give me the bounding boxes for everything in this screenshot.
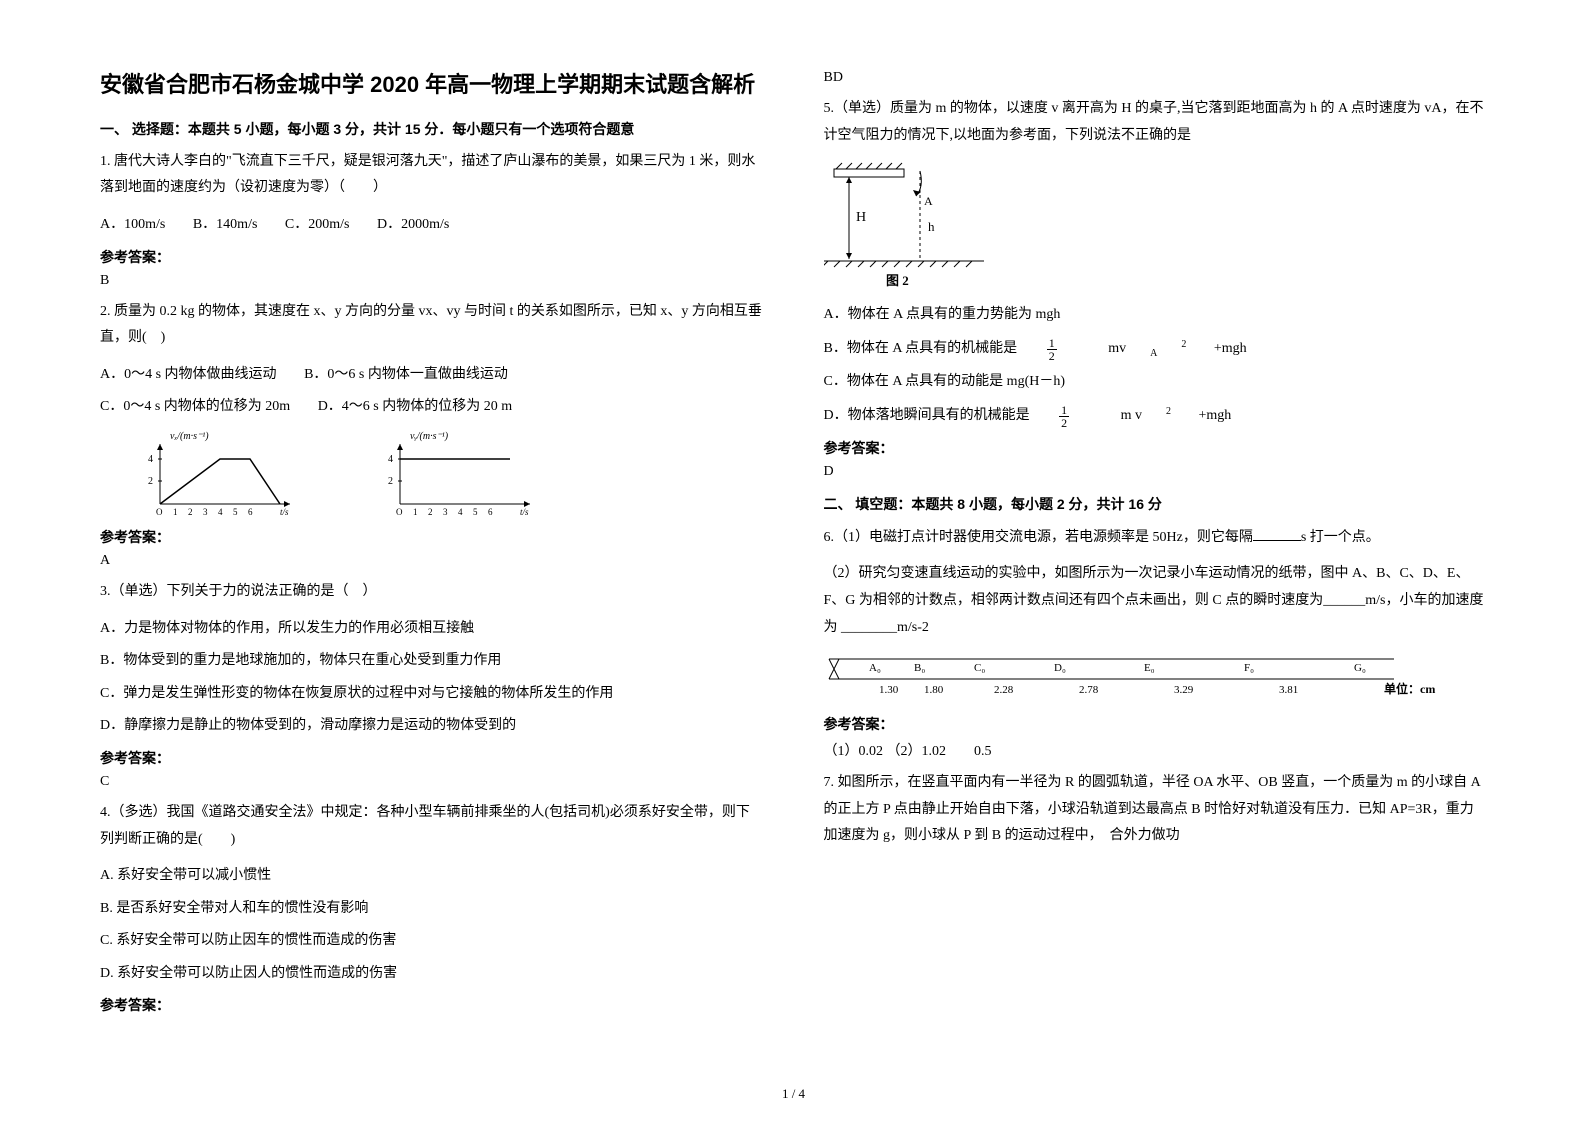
q4-answer-label: 参考答案： (100, 995, 764, 1015)
q5-answer: D (824, 464, 1488, 480)
doc-title: 安徽省合肥市石杨金城中学 2020 年高一物理上学期期末试题含解析 (100, 70, 764, 101)
svg-text:O: O (396, 507, 403, 517)
q5-opt-a: A．物体在 A 点具有的重力势能为 mgh (824, 302, 1488, 329)
svg-text:G₀: G₀ (1354, 662, 1366, 674)
svg-text:h: h (928, 219, 935, 234)
svg-text:2: 2 (148, 476, 153, 487)
q3-answer-label: 参考答案： (100, 748, 764, 768)
svg-text:D₀: D₀ (1054, 662, 1066, 674)
q7-stem: 7. 如图所示，在竖直平面内有一半径为 R 的圆弧轨道，半径 OA 水平、OB … (824, 770, 1488, 850)
svg-text:t/s: t/s (280, 507, 289, 517)
svg-text:vᵧ/(m·s⁻¹): vᵧ/(m·s⁻¹) (410, 431, 449, 442)
q1-stem: 1. 唐代大诗人李白的"飞流直下三千尺，疑是银河落九天"，描述了庐山瀑布的美景，… (100, 149, 764, 202)
svg-text:1: 1 (173, 507, 178, 517)
q4-opt-a: A. 系好安全带可以减小惯性 (100, 863, 764, 890)
q6-part1: 6.（1）电磁打点计时器使用交流电源，若电源频率是 50Hz，则它每隔s 打一个… (824, 524, 1488, 551)
svg-text:2.28: 2.28 (994, 684, 1014, 696)
q2-graph-vx: vₓ/(m·s⁻¹) 4 2 O 123 456 t/s (140, 429, 300, 519)
q6-answer: （1）0.02 （2）1.02 0.5 (824, 740, 1488, 760)
q3-answer: C (100, 774, 764, 790)
svg-text:t/s: t/s (520, 507, 529, 517)
q1-answer: B (100, 273, 764, 289)
q5-opt-d: D．物体落地瞬间具有的机械能是 12 m v2 +mgh (824, 402, 1488, 430)
q4-opt-d: D. 系好安全带可以防止因人的惯性而造成的伤害 (100, 961, 764, 988)
svg-text:3.81: 3.81 (1279, 684, 1298, 696)
q6-tape-diagram: A₀ B₀ C₀ D₀ E₀ F₀ G₀ 1.30 1.80 2.28 2.78 3.29 3.8… (824, 651, 1488, 706)
q2-graph-vy: vᵧ/(m·s⁻¹) 4 2 O 123 456 t/s (380, 429, 540, 519)
q4-opt-c: C. 系好安全带可以防止因车的惯性而造成的伤害 (100, 928, 764, 955)
svg-text:1.30: 1.30 (879, 684, 899, 696)
q1-opt-b: B．140m/s (193, 212, 258, 239)
svg-text:A: A (924, 194, 933, 208)
svg-text:2: 2 (388, 476, 393, 487)
svg-text:2: 2 (188, 507, 193, 517)
svg-text:3.29: 3.29 (1174, 684, 1194, 696)
svg-text:2: 2 (428, 507, 433, 517)
svg-text:C₀: C₀ (974, 662, 985, 674)
q2-answer-label: 参考答案： (100, 527, 764, 547)
svg-text:单位：cm: 单位：cm (1384, 681, 1435, 696)
q5-opt-c: C．物体在 A 点具有的动能是 mg(H－h) (824, 369, 1488, 396)
svg-text:3: 3 (443, 507, 448, 517)
svg-text:6: 6 (248, 507, 253, 517)
q3-opt-b: B．物体受到的重力是地球施加的，物体只在重心处受到重力作用 (100, 648, 764, 675)
q2-graphs: vₓ/(m·s⁻¹) 4 2 O 123 456 t/s vᵧ/(m·s⁻¹) … (140, 429, 764, 519)
svg-text:4: 4 (148, 454, 153, 465)
q4-answer: BD (824, 70, 1488, 86)
svg-text:1: 1 (413, 507, 418, 517)
svg-text:图 2: 图 2 (886, 273, 909, 288)
section1-heading: 一、 选择题：本题共 5 小题，每小题 3 分，共计 15 分．每小题只有一个选… (100, 119, 764, 139)
q5-answer-label: 参考答案： (824, 438, 1488, 458)
svg-text:H: H (856, 210, 866, 225)
q3-opt-d: D．静摩擦力是静止的物体受到的，滑动摩擦力是运动的物体受到的 (100, 713, 764, 740)
svg-text:4: 4 (458, 507, 463, 517)
svg-text:A₀: A₀ (869, 662, 881, 674)
q1-opt-d: D．2000m/s (377, 212, 449, 239)
q1-answer-label: 参考答案： (100, 247, 764, 267)
svg-text:3: 3 (203, 507, 208, 517)
svg-text:F₀: F₀ (1244, 662, 1254, 674)
q2-options-row1: A．0～4 s 内物体做曲线运动 B．0～6 s 内物体一直做曲线运动 (100, 362, 764, 389)
q1-opt-c: C．200m/s (285, 212, 350, 239)
q5-stem: 5.（单选）质量为 m 的物体，以速度 v 离开高为 H 的桌子,当它落到距地面… (824, 96, 1488, 149)
svg-text:5: 5 (233, 507, 238, 517)
svg-text:B₀: B₀ (914, 662, 925, 674)
q6-part2: （2）研究匀变速直线运动的实验中，如图所示为一次记录小车运动情况的纸带，图中 A… (824, 561, 1488, 641)
q3-stem: 3.（单选）下列关于力的说法正确的是（ ） (100, 579, 764, 606)
q5-opt-b: B．物体在 A 点具有的机械能是 12 mvA2 +mgh (824, 335, 1488, 363)
q5-diagram: A h H 图 2 (824, 159, 1488, 294)
q3-opt-c: C．弹力是发生弹性形变的物体在恢复原状的过程中对与它接触的物体所发生的作用 (100, 681, 764, 708)
svg-text:6: 6 (488, 507, 493, 517)
q3-opt-a: A．力是物体对物体的作用，所以发生力的作用必须相互接触 (100, 616, 764, 643)
page-number: 1 / 4 (0, 1086, 1587, 1102)
svg-text:vₓ/(m·s⁻¹): vₓ/(m·s⁻¹) (170, 431, 209, 442)
q4-stem: 4.（多选）我国《道路交通安全法》中规定：各种小型车辆前排乘坐的人(包括司机)必… (100, 800, 764, 853)
svg-text:1.80: 1.80 (924, 684, 944, 696)
q2-answer: A (100, 553, 764, 569)
q1-options: A．100m/s B．140m/s C．200m/s D．2000m/s (100, 212, 764, 239)
q4-opt-b: B. 是否系好安全带对人和车的惯性没有影响 (100, 896, 764, 923)
section2-heading: 二、 填空题：本题共 8 小题，每小题 2 分，共计 16 分 (824, 494, 1488, 514)
svg-text:2.78: 2.78 (1079, 684, 1099, 696)
q2-stem: 2. 质量为 0.2 kg 的物体，其速度在 x、y 方向的分量 vx、vy 与… (100, 299, 764, 352)
q2-opt-c: C．0～4 s 内物体的位移为 20m (100, 394, 290, 421)
svg-text:4: 4 (218, 507, 223, 517)
q2-opt-a: A．0～4 s 内物体做曲线运动 (100, 362, 277, 389)
q2-opt-b: B．0～6 s 内物体一直做曲线运动 (304, 362, 508, 389)
svg-text:E₀: E₀ (1144, 662, 1155, 674)
q1-opt-a: A．100m/s (100, 212, 165, 239)
q2-options-row2: C．0～4 s 内物体的位移为 20m D．4～6 s 内物体的位移为 20 m (100, 394, 764, 421)
q2-opt-d: D．4～6 s 内物体的位移为 20 m (318, 394, 512, 421)
q6-answer-label: 参考答案： (824, 714, 1488, 734)
svg-text:5: 5 (473, 507, 478, 517)
svg-text:O: O (156, 507, 163, 517)
svg-text:4: 4 (388, 454, 393, 465)
